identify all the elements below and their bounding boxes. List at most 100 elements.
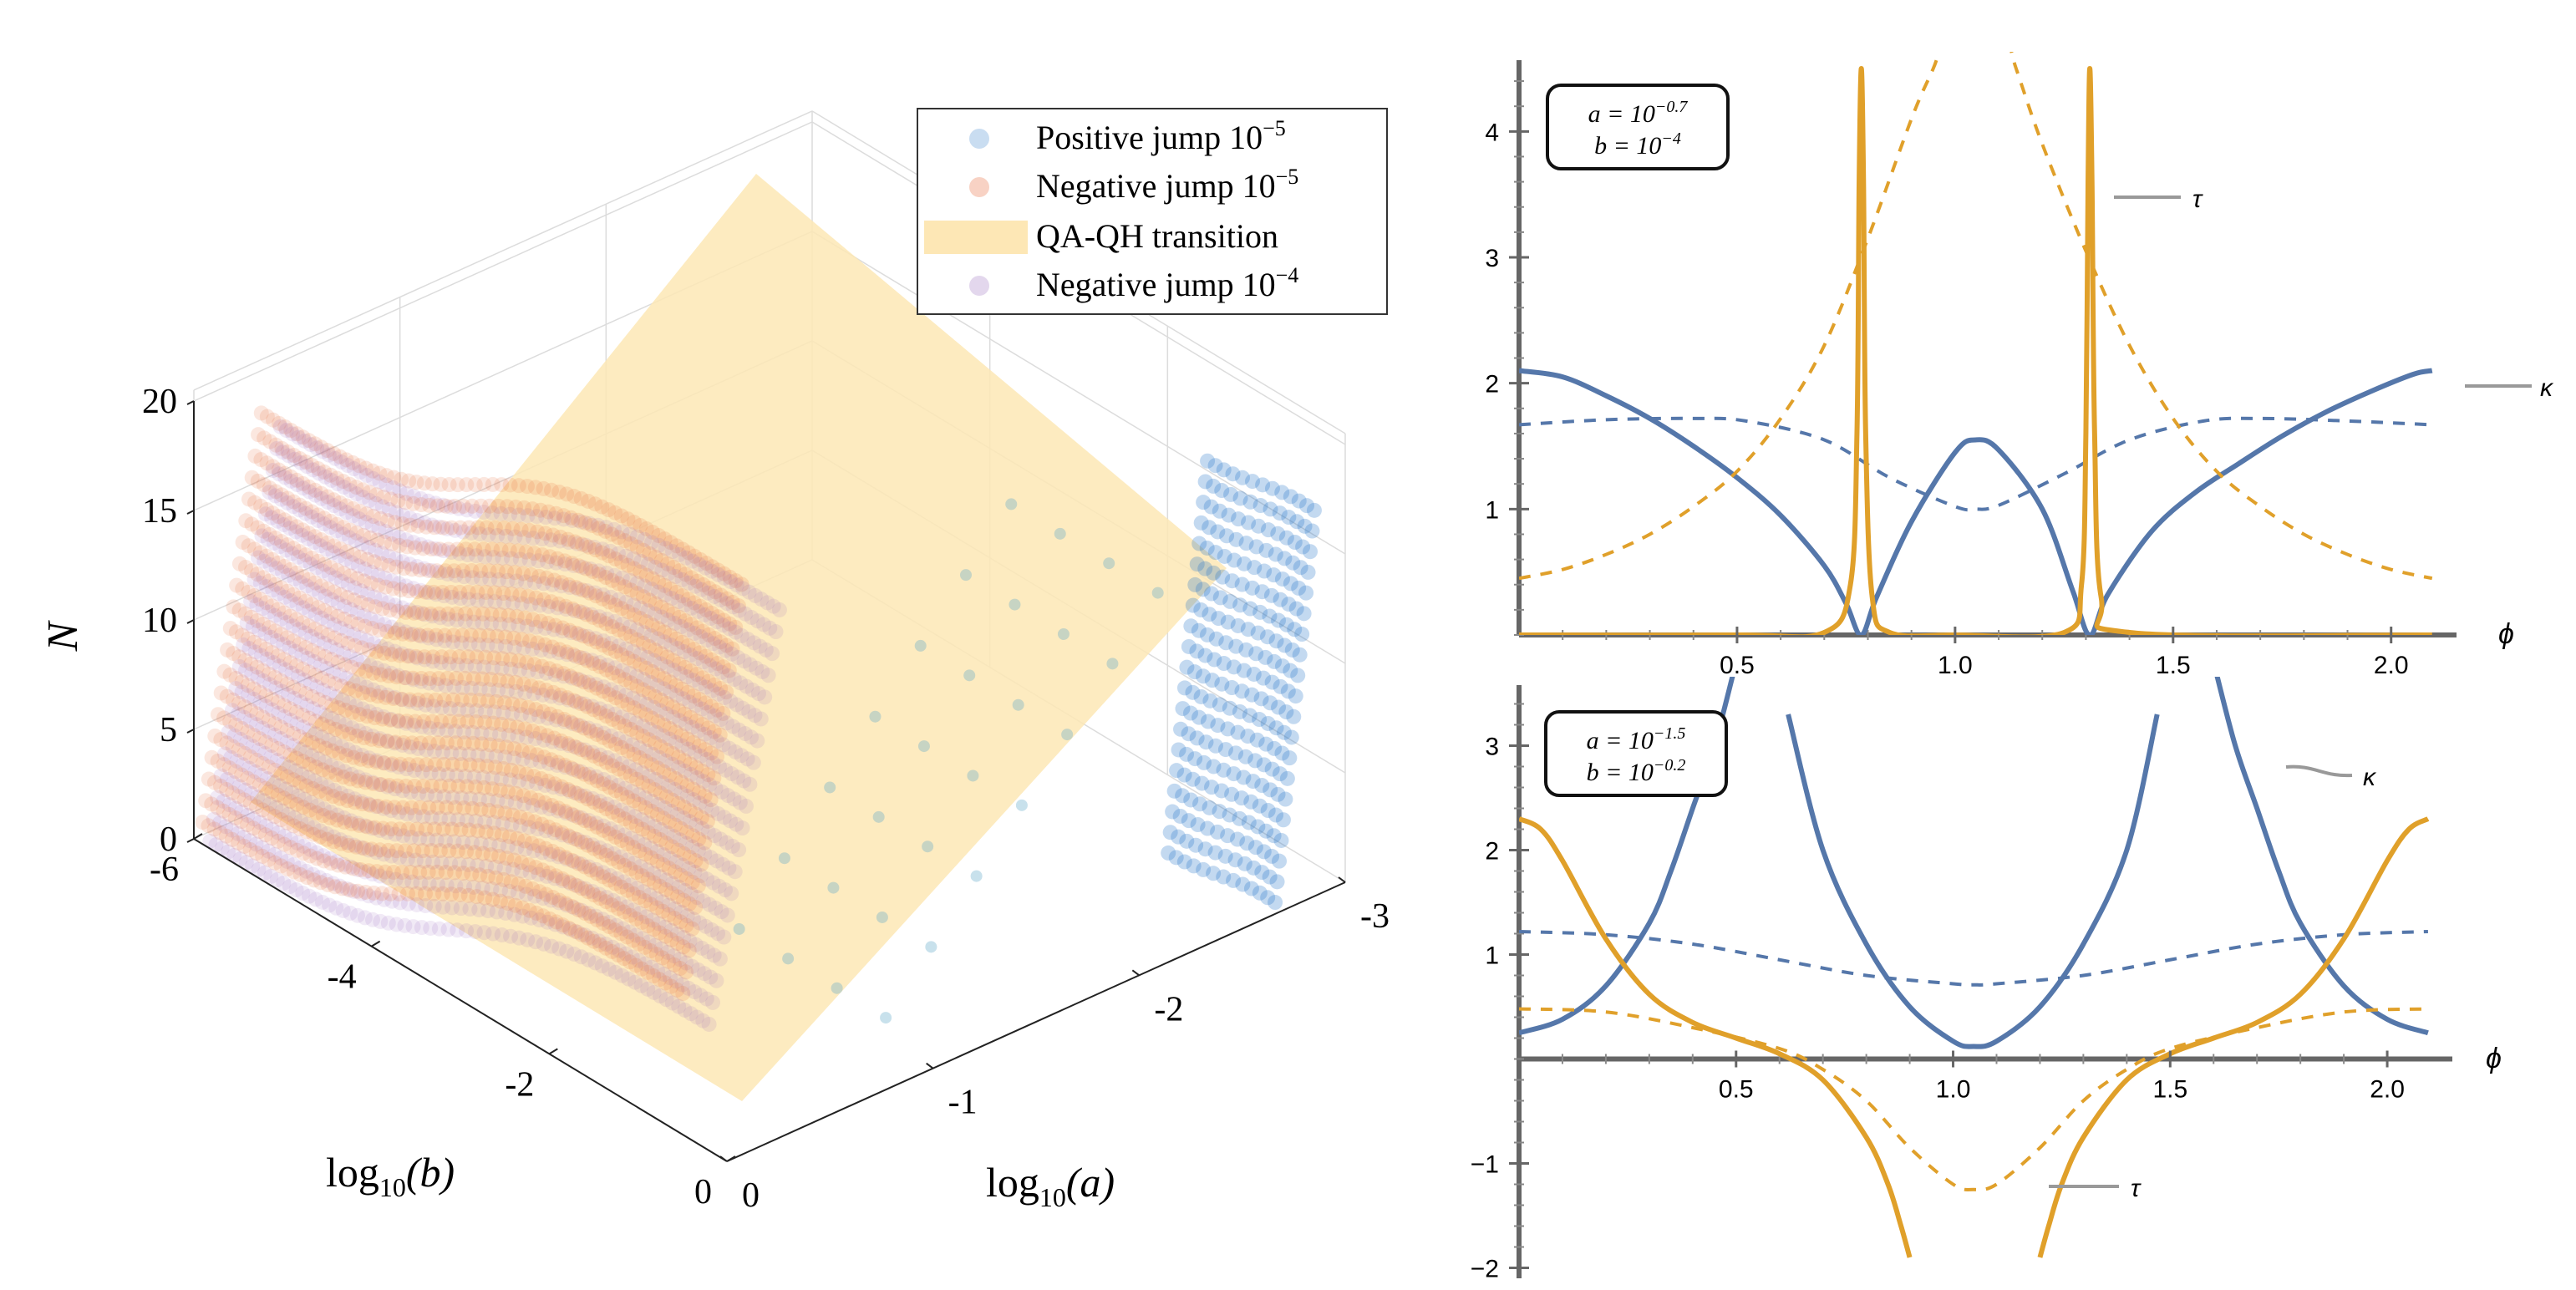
marker-positive-jump-1e-5: [1224, 573, 1240, 589]
marker-negative-jump-1e-4: [272, 419, 288, 434]
marker-negative-jump-1e-4: [739, 751, 755, 767]
marker-negative-jump-1e-4: [719, 835, 734, 851]
marker-negative-jump-1e-5: [595, 683, 611, 699]
marker-negative-jump-1e-5: [259, 409, 275, 424]
marker-negative-jump-1e-4: [323, 520, 338, 536]
marker-negative-jump-1e-4: [598, 520, 614, 536]
marker-negative-jump-1e-5: [323, 652, 339, 668]
marker-negative-jump-1e-5: [623, 721, 639, 737]
marker-positive-jump-1e-5-sparse: [1009, 598, 1021, 611]
marker-negative-jump-1e-4: [250, 550, 266, 566]
marker-positive-jump-1e-5: [1283, 576, 1298, 592]
marker-negative-jump-1e-4: [582, 561, 598, 577]
marker-negative-jump-1e-4: [622, 712, 638, 728]
y-tick-label: 4: [1485, 119, 1499, 146]
marker-negative-jump-1e-5: [442, 714, 458, 729]
marker-negative-jump-1e-5: [244, 516, 260, 532]
marker-negative-jump-1e-5: [387, 625, 403, 641]
marker-negative-jump-1e-5: [495, 651, 511, 667]
marker-negative-jump-1e-4: [617, 734, 633, 749]
marker-negative-jump-1e-4: [414, 673, 429, 689]
marker-negative-jump-1e-4: [413, 582, 429, 598]
marker-negative-jump-1e-5: [626, 607, 642, 623]
marker-positive-jump-1e-5: [1287, 534, 1303, 550]
marker-negative-jump-1e-5: [579, 653, 595, 668]
marker-negative-jump-1e-5: [633, 657, 648, 673]
marker-negative-jump-1e-5: [343, 659, 359, 675]
marker-negative-jump-1e-5: [326, 538, 342, 554]
marker-negative-jump-1e-5: [576, 674, 592, 690]
top-annotation-a-sup: −0.7: [1655, 98, 1688, 116]
marker-negative-jump-1e-4: [765, 598, 781, 614]
marker-negative-jump-1e-5: [469, 649, 485, 665]
marker-negative-jump-1e-5: [282, 515, 298, 531]
marker-negative-jump-1e-5: [436, 692, 452, 708]
marker-negative-jump-1e-5: [662, 674, 678, 690]
marker-negative-jump-1e-4: [350, 558, 366, 574]
marker-negative-jump-1e-5: [521, 588, 536, 604]
marker-positive-jump-1e-5: [1161, 845, 1176, 861]
marker-negative-jump-1e-4: [640, 556, 656, 572]
marker-negative-jump-1e-5: [617, 533, 633, 549]
marker-negative-jump-1e-4: [718, 642, 734, 658]
marker-negative-jump-1e-4: [313, 490, 329, 506]
marker-negative-jump-1e-4: [409, 559, 425, 575]
marker-negative-jump-1e-4: [461, 592, 477, 607]
marker-negative-jump-1e-5: [381, 557, 397, 573]
marker-negative-jump-1e-4: [525, 531, 541, 546]
top-x-axis-label: ϕ: [2498, 618, 2514, 650]
marker-negative-jump-1e-4: [276, 637, 292, 653]
marker-negative-jump-1e-5: [580, 744, 596, 760]
marker-negative-jump-1e-4: [731, 722, 747, 738]
marker-negative-jump-1e-4: [299, 698, 315, 714]
marker-negative-jump-1e-4: [322, 686, 338, 702]
marker-negative-jump-1e-4: [448, 567, 464, 583]
marker-negative-jump-1e-4: [452, 746, 468, 762]
marker-negative-jump-1e-4: [702, 658, 718, 673]
marker-negative-jump-1e-5: [620, 604, 636, 620]
marker-negative-jump-1e-4: [633, 647, 648, 663]
marker-negative-jump-1e-4: [553, 735, 569, 751]
marker-negative-jump-1e-4: [323, 472, 339, 488]
marker-negative-jump-1e-5: [480, 627, 496, 643]
marker-positive-jump-1e-5: [1247, 560, 1263, 576]
marker-negative-jump-1e-5: [273, 580, 289, 596]
n-axis-tick-label: 15: [142, 492, 177, 531]
marker-negative-jump-1e-4: [664, 756, 680, 772]
marker-negative-jump-1e-5: [586, 702, 602, 718]
marker-positive-jump-1e-5: [1203, 586, 1219, 602]
marker-negative-jump-1e-4: [406, 717, 422, 733]
marker-negative-jump-1e-5: [492, 607, 508, 622]
marker-negative-jump-1e-4: [746, 635, 762, 651]
marker-positive-jump-1e-5: [1224, 680, 1240, 696]
marker-positive-jump-1e-5: [1197, 648, 1213, 663]
marker-negative-jump-1e-5: [573, 742, 589, 758]
marker-negative-jump-1e-5: [516, 500, 532, 515]
marker-negative-jump-1e-5: [437, 627, 453, 643]
marker-negative-jump-1e-5: [716, 612, 732, 628]
marker-negative-jump-1e-5: [277, 465, 292, 481]
marker-positive-jump-1e-5: [1241, 515, 1257, 531]
marker-positive-jump-1e-5: [1274, 485, 1290, 500]
marker-negative-jump-1e-4: [297, 433, 312, 449]
marker-negative-jump-1e-4: [286, 499, 302, 515]
n-axis-tick-label: 20: [142, 383, 177, 421]
marker-negative-jump-1e-5: [666, 560, 682, 576]
n-axis-tick: [186, 510, 195, 515]
marker-negative-jump-1e-5: [635, 775, 651, 790]
marker-negative-jump-1e-5: [647, 782, 663, 798]
marker-positive-jump-1e-5: [1232, 703, 1247, 719]
marker-negative-jump-1e-5: [475, 671, 490, 687]
marker-negative-jump-1e-4: [376, 663, 392, 678]
marker-negative-jump-1e-4: [443, 499, 459, 515]
marker-negative-jump-1e-5: [253, 498, 269, 514]
marker-negative-jump-1e-5: [602, 687, 617, 703]
marker-positive-jump-1e-5: [1235, 470, 1251, 485]
marker-negative-jump-1e-4: [435, 543, 451, 559]
marker-negative-jump-1e-5: [262, 573, 277, 589]
marker-negative-jump-1e-5: [592, 751, 608, 767]
marker-negative-jump-1e-4: [285, 426, 301, 442]
marker-negative-jump-1e-5: [373, 667, 389, 683]
marker-negative-jump-1e-4: [312, 538, 328, 554]
